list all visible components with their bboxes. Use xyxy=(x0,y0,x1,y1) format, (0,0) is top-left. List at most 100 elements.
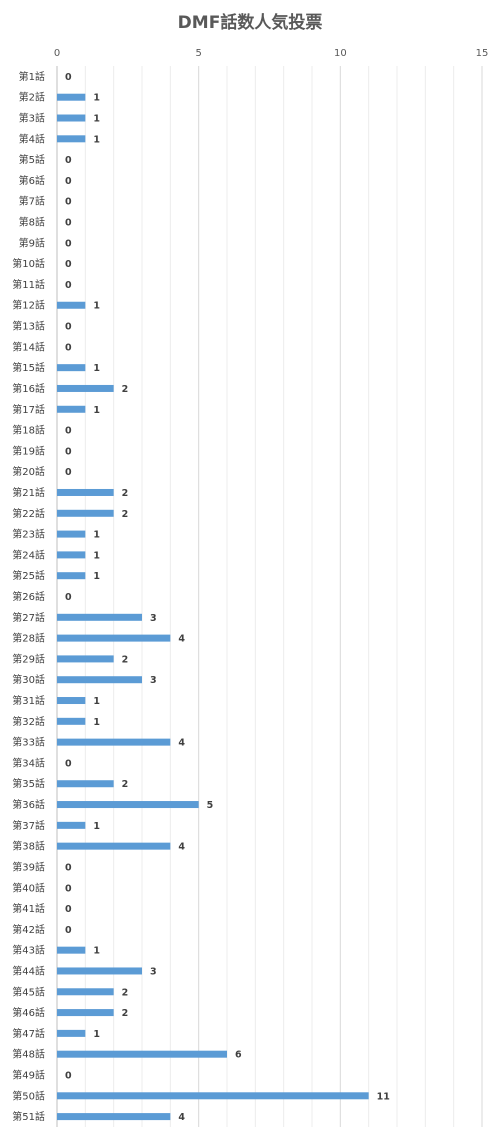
data-label: 0 xyxy=(65,218,72,229)
data-label: 0 xyxy=(65,883,72,894)
data-label: 4 xyxy=(178,634,185,645)
bar xyxy=(57,530,86,538)
data-label: 0 xyxy=(65,758,72,769)
category-labels: 第1話第2話第3話第4話第5話第6話第7話第8話第9話第10話第11話第12話第… xyxy=(12,70,45,1123)
category-label: 第31話 xyxy=(12,694,45,707)
x-axis-ticks: 0 5 10 15 xyxy=(54,48,489,59)
category-label: 第6話 xyxy=(19,174,45,187)
category-label: 第14話 xyxy=(12,340,45,353)
data-label: 11 xyxy=(377,1091,390,1102)
category-label: 第13話 xyxy=(12,320,45,333)
data-label: 1 xyxy=(93,821,100,832)
data-label: 1 xyxy=(93,93,100,104)
data-label: 0 xyxy=(65,155,72,166)
bar xyxy=(57,988,114,996)
category-label: 第29話 xyxy=(12,652,45,665)
category-label: 第5話 xyxy=(19,153,45,166)
data-label: 1 xyxy=(93,134,100,145)
data-label: 0 xyxy=(65,862,72,873)
data-label: 1 xyxy=(93,405,100,416)
data-label: 0 xyxy=(65,342,72,353)
bar xyxy=(57,655,114,663)
category-label: 第22話 xyxy=(12,507,45,520)
category-label: 第46話 xyxy=(12,1006,45,1019)
data-label: 1 xyxy=(93,946,100,957)
data-label: 0 xyxy=(65,72,72,83)
category-label: 第47話 xyxy=(12,1027,45,1040)
x-tick-label: 0 xyxy=(54,48,60,59)
category-label: 第48話 xyxy=(12,1048,45,1061)
data-label: 0 xyxy=(65,259,72,270)
x-tick-label: 10 xyxy=(334,48,347,59)
category-label: 第3話 xyxy=(19,112,45,125)
category-label: 第33話 xyxy=(12,736,45,749)
bar xyxy=(57,572,86,580)
category-label: 第19話 xyxy=(12,444,45,457)
x-tick-label: 15 xyxy=(476,48,489,59)
category-label: 第43話 xyxy=(12,944,45,957)
category-label: 第9話 xyxy=(19,236,45,249)
data-label: 2 xyxy=(122,509,129,520)
category-label: 第44話 xyxy=(12,964,45,977)
category-label: 第28話 xyxy=(12,632,45,645)
bar xyxy=(57,634,171,642)
category-label: 第24話 xyxy=(12,548,45,561)
category-label: 第42話 xyxy=(12,923,45,936)
bar xyxy=(57,1050,227,1058)
data-label: 0 xyxy=(65,280,72,291)
category-label: 第26話 xyxy=(12,590,45,603)
bar xyxy=(57,717,86,725)
data-label: 4 xyxy=(178,1112,185,1123)
data-label: 0 xyxy=(65,322,72,333)
x-tick-label: 5 xyxy=(195,48,201,59)
category-label: 第34話 xyxy=(12,756,45,769)
data-label: 0 xyxy=(65,467,72,478)
bar xyxy=(57,613,142,621)
category-label: 第11話 xyxy=(12,278,45,291)
data-labels: 0111000000010012100022111034231140251400… xyxy=(65,72,390,1123)
gridlines xyxy=(56,66,483,1127)
bar xyxy=(57,821,86,829)
data-label: 6 xyxy=(235,1050,242,1061)
data-label: 3 xyxy=(150,613,157,624)
category-label: 第21話 xyxy=(12,486,45,499)
bar xyxy=(57,1092,369,1100)
bar xyxy=(57,1009,114,1017)
bar xyxy=(57,676,142,684)
category-label: 第45話 xyxy=(12,985,45,998)
data-label: 1 xyxy=(93,114,100,125)
category-label: 第12話 xyxy=(12,299,45,312)
category-label: 第17話 xyxy=(12,403,45,416)
data-label: 1 xyxy=(93,571,100,582)
category-label: 第15話 xyxy=(12,361,45,374)
category-label: 第39話 xyxy=(12,860,45,873)
category-label: 第27話 xyxy=(12,611,45,624)
data-label: 5 xyxy=(207,800,214,811)
data-label: 1 xyxy=(93,530,100,541)
bar xyxy=(57,1029,86,1037)
bar xyxy=(57,93,86,101)
data-label: 2 xyxy=(122,654,129,665)
category-label: 第49話 xyxy=(12,1068,45,1081)
category-label: 第36話 xyxy=(12,798,45,811)
data-label: 0 xyxy=(65,925,72,936)
bar xyxy=(57,1113,171,1121)
data-label: 1 xyxy=(93,301,100,312)
category-label: 第8話 xyxy=(19,216,45,229)
data-label: 0 xyxy=(65,197,72,208)
bar xyxy=(57,801,199,809)
data-label: 0 xyxy=(65,1070,72,1081)
category-label: 第20話 xyxy=(12,465,45,478)
category-label: 第10話 xyxy=(12,257,45,270)
data-label: 0 xyxy=(65,176,72,187)
category-label: 第35話 xyxy=(12,777,45,790)
data-label: 1 xyxy=(93,363,100,374)
data-label: 4 xyxy=(178,738,185,749)
category-label: 第30話 xyxy=(12,673,45,686)
data-label: 2 xyxy=(122,987,129,998)
data-label: 4 xyxy=(178,842,185,853)
bar xyxy=(57,842,171,850)
category-label: 第38話 xyxy=(12,840,45,853)
category-label: 第25話 xyxy=(12,569,45,582)
